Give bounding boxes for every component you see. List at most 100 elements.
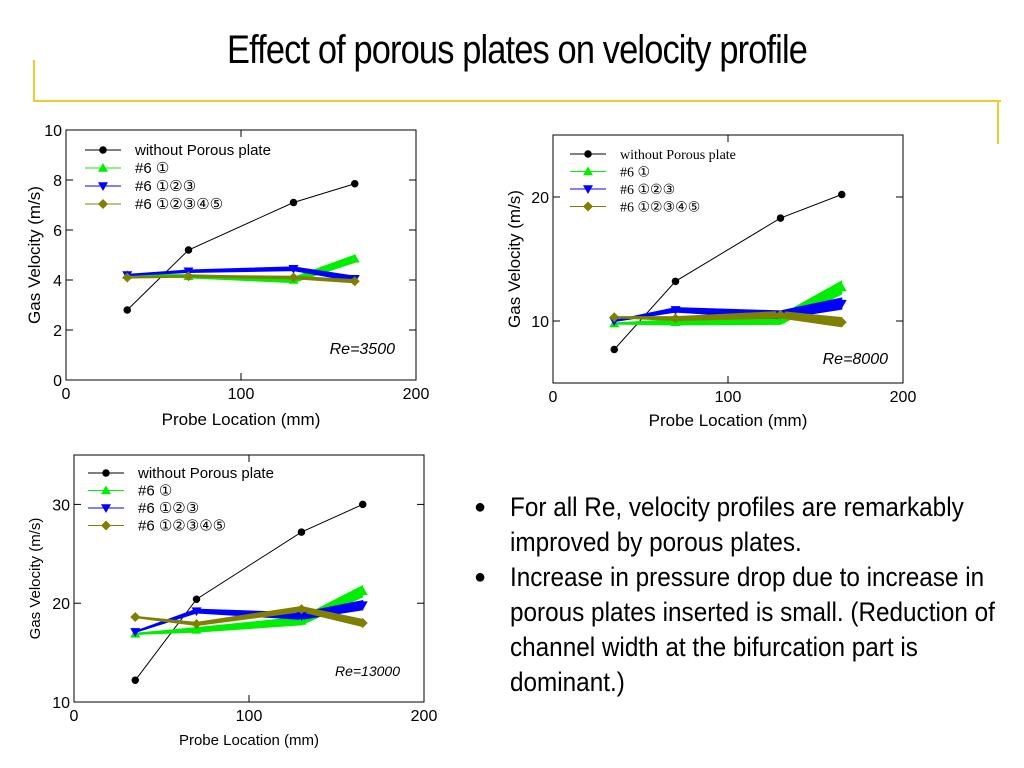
accent-rule-horizontal — [33, 100, 1001, 102]
y-tick-label: 30 — [52, 497, 70, 514]
data-point — [357, 617, 368, 628]
data-point — [838, 190, 846, 199]
series-line — [613, 194, 842, 350]
legend-marker — [101, 504, 111, 513]
legend-label: #6 ①②③④⑤ — [135, 196, 223, 213]
legend-label: without Porous plate — [134, 142, 271, 159]
x-tick-label: 0 — [70, 708, 79, 725]
series-group — [130, 500, 368, 685]
legend: without Porous plate#6 ①#6 ①②③#6 ①②③④⑤ — [570, 148, 736, 216]
legend-marker — [98, 182, 108, 191]
legend-marker — [583, 185, 593, 194]
data-point — [349, 253, 360, 263]
data-point — [349, 276, 360, 287]
data-point — [130, 612, 141, 623]
data-point — [296, 612, 307, 622]
x-tick-label: 200 — [411, 708, 438, 725]
legend-marker — [583, 201, 593, 212]
y-tick-label: 8 — [53, 173, 62, 190]
legend-label: #6 ① — [138, 483, 172, 500]
data-point — [610, 345, 618, 354]
x-axis-label: Probe Location (mm) — [179, 732, 319, 749]
bullet-item: ● For all Re, velocity profiles are rema… — [470, 490, 1015, 560]
legend-label: #6 ①②③ — [620, 183, 675, 198]
series-group — [122, 180, 360, 314]
data-point — [183, 271, 194, 282]
y-tick-label: 0 — [53, 373, 62, 390]
legend-marker — [583, 166, 593, 176]
bullet-text: Increase in pressure drop due to increas… — [510, 562, 995, 697]
bullet-dot-icon: ● — [474, 496, 487, 518]
data-point — [359, 500, 367, 509]
data-point — [191, 618, 202, 629]
x-tick-label: 100 — [236, 708, 263, 725]
data-point — [836, 299, 847, 309]
data-point — [184, 246, 193, 254]
data-point — [351, 180, 359, 188]
plot-frame — [552, 134, 904, 384]
legend-label: #6 ①②③ — [138, 500, 199, 517]
y-tick-label: 10 — [52, 695, 70, 712]
y-axis-label: Gas Velocity (m/s) — [505, 190, 524, 328]
x-tick-label: 200 — [890, 389, 917, 406]
data-point — [670, 313, 681, 324]
data-point — [191, 607, 202, 617]
y-tick-label: 4 — [53, 273, 62, 290]
data-point — [836, 282, 847, 292]
reynolds-annotation: Re=8000 — [823, 351, 888, 368]
y-tick-label: 20 — [52, 596, 70, 613]
y-axis-label: Gas Velocity (m/s) — [25, 186, 44, 324]
series-line — [126, 183, 355, 311]
bullet-dot-icon: ● — [474, 566, 487, 588]
x-tick-label: 200 — [403, 386, 430, 403]
legend-marker — [99, 146, 107, 154]
data-point — [130, 628, 141, 637]
data-point — [671, 277, 680, 286]
accent-rule-left — [33, 60, 35, 102]
y-tick-label: 2 — [53, 323, 62, 340]
legend-marker — [98, 163, 108, 172]
series-group — [609, 190, 847, 354]
data-point — [357, 601, 368, 611]
slide-title: Effect of porous plates on velocity prof… — [226, 28, 808, 72]
data-point — [836, 317, 847, 328]
x-tick-label: 100 — [228, 386, 255, 403]
data-point — [122, 272, 133, 283]
legend: without Porous plate#6 ①#6 ①②③#6 ①②③④⑤ — [85, 142, 271, 213]
legend-label: #6 ①②③④⑤ — [138, 518, 226, 535]
y-axis-label: Gas Velocity (m/s) — [27, 518, 44, 640]
legend-label: #6 ① — [620, 166, 650, 181]
legend: without Porous plate#6 ①#6 ①②③#6 ①②③④⑤ — [88, 465, 274, 535]
x-axis-label: Probe Location (mm) — [649, 411, 808, 430]
bullet-item: ● Increase in pressure drop due to incre… — [470, 560, 1015, 700]
y-tick-label: 10 — [44, 123, 62, 140]
data-point — [123, 306, 131, 314]
chart-re8000: 0 100 200 10 20 Probe Location (mm) Gas Veloci… — [505, 134, 917, 430]
legend-label: #6 ①②③④⑤ — [620, 201, 700, 216]
data-point — [776, 214, 785, 222]
data-point — [288, 272, 299, 283]
legend-label: #6 ① — [135, 160, 169, 177]
data-point — [357, 586, 368, 596]
x-tick-label: 0 — [549, 389, 558, 406]
y-tick-label: 10 — [531, 314, 549, 331]
series-band — [134, 584, 364, 635]
data-point — [296, 604, 307, 615]
data-point — [131, 676, 139, 685]
legend-marker — [584, 150, 592, 158]
x-axis-label: Probe Location (mm) — [162, 410, 321, 429]
chart-re3500: 0 100 200 0 2 4 6 8 10 Probe Location (mm) Gas Vel… — [25, 123, 430, 429]
accent-rule-right — [997, 100, 999, 144]
data-point — [670, 306, 681, 315]
data-point — [297, 528, 306, 536]
data-point — [775, 309, 786, 320]
legend-marker — [98, 199, 108, 209]
x-tick-label: 0 — [62, 386, 71, 403]
series-line — [134, 503, 363, 681]
legend-marker — [101, 520, 111, 531]
legend-marker — [101, 485, 111, 495]
legend-marker — [102, 469, 110, 477]
chart-re13000: 0 100 200 10 20 30 Probe Location (mm) Gas Velo… — [27, 454, 438, 749]
legend-label: #6 ①②③ — [135, 178, 196, 195]
y-tick-label: 20 — [531, 190, 549, 207]
